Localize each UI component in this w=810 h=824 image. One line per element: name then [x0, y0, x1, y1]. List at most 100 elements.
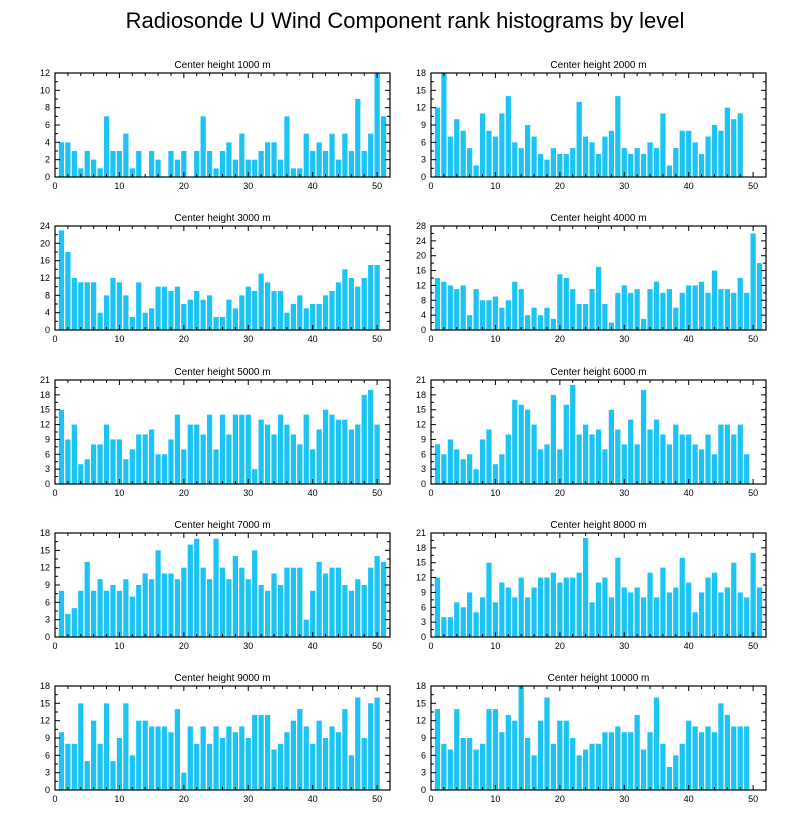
bar — [441, 73, 447, 177]
bar — [660, 434, 666, 484]
bar — [479, 743, 486, 790]
bar — [110, 439, 116, 484]
bar — [181, 304, 187, 330]
bar — [486, 300, 492, 330]
bar — [155, 159, 161, 177]
bar — [58, 230, 65, 330]
x-tick-label: 10 — [490, 488, 500, 498]
bar — [718, 130, 724, 177]
bar — [615, 96, 621, 177]
bar — [673, 424, 679, 484]
bar — [615, 292, 621, 330]
bar — [705, 577, 711, 637]
bar — [744, 726, 750, 790]
bar — [187, 299, 193, 330]
bar — [361, 278, 367, 330]
bar — [219, 414, 226, 484]
bar — [71, 151, 77, 177]
bar — [277, 159, 284, 177]
bar — [673, 307, 679, 330]
y-tick-label: 0 — [421, 632, 426, 642]
bar — [505, 434, 511, 484]
bar — [264, 142, 271, 177]
bar — [290, 168, 296, 177]
histogram-panel-4: Center height 4000 m 0 4 8 12 16 20 24 28 0 10 20 30… — [416, 213, 767, 344]
bar — [518, 148, 524, 177]
bar — [129, 596, 135, 637]
bar — [329, 133, 335, 177]
x-tick-label: 30 — [619, 488, 629, 498]
bar — [666, 165, 672, 177]
x-tick-label: 40 — [308, 334, 318, 344]
y-tick-label: 3 — [421, 768, 426, 778]
y-tick-label: 9 — [421, 587, 426, 597]
bar — [434, 577, 441, 637]
bar — [679, 130, 685, 177]
bar — [213, 168, 219, 177]
bar — [705, 434, 711, 484]
bar — [666, 766, 672, 790]
bar — [582, 537, 589, 637]
bar — [245, 414, 251, 484]
bar — [271, 291, 277, 330]
bar — [168, 151, 174, 177]
y-tick-label: 16 — [416, 266, 426, 276]
bar — [219, 151, 226, 177]
bar — [473, 289, 479, 330]
bar — [595, 266, 602, 330]
bar — [679, 434, 685, 484]
bar — [149, 726, 155, 790]
bar — [136, 720, 142, 790]
bar — [628, 732, 634, 790]
bar — [467, 454, 473, 484]
x-tick-label: 0 — [428, 641, 433, 651]
bar — [136, 282, 142, 330]
bar — [479, 113, 486, 177]
histogram-panel-6: Center height 6000 m 0 3 6 9 12 15 18 21 0 10 20 30 4… — [416, 367, 767, 498]
bar — [544, 307, 550, 330]
bar — [348, 755, 354, 790]
bar — [194, 291, 200, 330]
bar — [368, 133, 374, 177]
x-tick-label: 20 — [179, 641, 189, 651]
bar — [142, 434, 148, 484]
bar — [245, 738, 251, 790]
bar — [744, 454, 750, 484]
bar — [316, 720, 322, 790]
bar — [361, 738, 367, 790]
bar — [258, 419, 264, 484]
bar — [454, 119, 460, 177]
y-tick-label: 6 — [421, 602, 426, 612]
panel-title: Center height 7000 m — [174, 520, 270, 531]
bar — [505, 96, 511, 177]
bar — [492, 709, 499, 790]
bar — [666, 592, 672, 637]
bar — [737, 113, 743, 177]
y-tick-label: 20 — [416, 251, 426, 261]
bar — [84, 282, 90, 330]
bar — [563, 153, 569, 177]
x-tick-label: 40 — [684, 488, 694, 498]
bar — [91, 444, 97, 484]
bar — [731, 726, 737, 790]
x-tick-label: 10 — [114, 641, 124, 651]
bar — [692, 726, 698, 790]
panel-title: Center height 1000 m — [174, 60, 270, 71]
bar — [628, 419, 634, 484]
bar — [557, 274, 563, 330]
bar — [226, 579, 232, 637]
bar — [724, 714, 730, 790]
x-tick-label: 50 — [748, 181, 758, 191]
y-tick-label: 10 — [40, 85, 50, 95]
x-tick-label: 0 — [428, 181, 433, 191]
bar — [647, 429, 653, 484]
bar — [264, 714, 271, 790]
bar — [232, 556, 239, 637]
bar — [361, 394, 367, 484]
x-tick-label: 10 — [490, 181, 500, 191]
bar — [342, 709, 348, 790]
bar — [226, 299, 232, 330]
bar — [194, 151, 200, 177]
bar — [608, 322, 615, 330]
bar — [322, 409, 329, 484]
